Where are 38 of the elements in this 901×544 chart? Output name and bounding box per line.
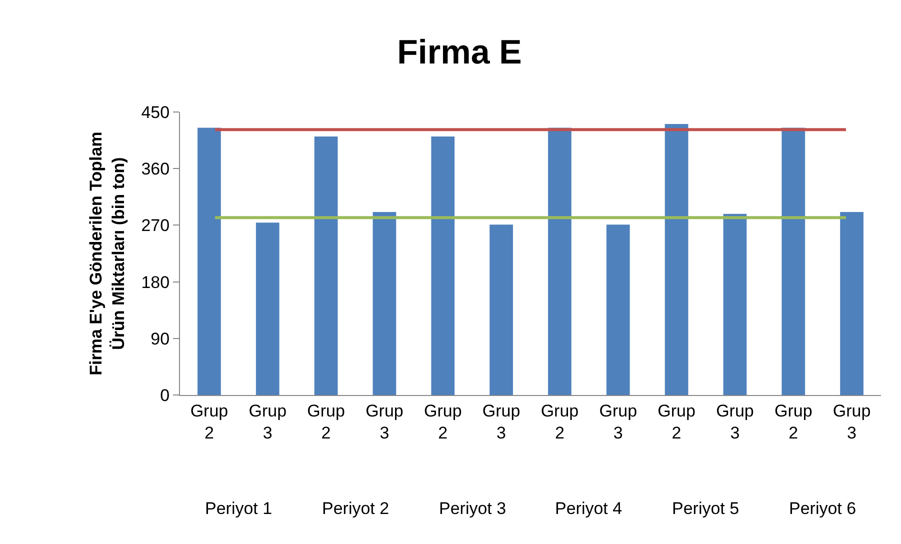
x-tick-label: Grup 3 [482, 401, 520, 442]
x-tick-label: Grup 2 [540, 401, 579, 442]
x-tick-label: Grup 3 [248, 401, 287, 442]
bar [372, 212, 396, 395]
y-tick-label: 0 [160, 386, 170, 405]
y-tick-label: 360 [141, 160, 170, 179]
x-tick-label: Grup 2 [774, 401, 812, 442]
x-tick-label: Grup 2 [424, 401, 462, 442]
bar [198, 128, 221, 395]
chart-title: Firma E [397, 34, 522, 72]
x-tick-label: Grup 2 [658, 401, 696, 442]
text: Periyot 5 [672, 499, 740, 518]
y-tick-label: 180 [141, 272, 170, 292]
bar [256, 222, 280, 395]
bar [548, 128, 572, 395]
y-axis-title: Firma E'ye Gönderilen Toplam Ürün Miktarları (bin ton) [86, 132, 128, 376]
x-tick-label: Grup 3 [716, 401, 754, 442]
y-tick-label: 90 [150, 329, 170, 348]
bar [490, 224, 513, 395]
bar [723, 214, 747, 395]
text: Periyot 3 [439, 499, 506, 518]
x-tick-label: Grup 2 [307, 401, 345, 442]
x-tick-label: Grup 3 [832, 401, 871, 442]
bar [840, 212, 864, 395]
bar [314, 136, 338, 395]
bar [606, 224, 630, 395]
x-tick-label: Grup 3 [366, 401, 404, 442]
y-tick-label: 270 [141, 216, 170, 236]
text: Periyot 4 [555, 499, 622, 518]
text: Periyot 6 [789, 499, 856, 518]
text: Periyot 1 [205, 499, 272, 518]
x-tick-label: Grup 2 [190, 401, 228, 442]
text: Periyot 2 [322, 499, 390, 518]
y-tick-label: 450 [141, 102, 170, 122]
bar [431, 136, 455, 395]
bar [664, 124, 688, 395]
bar [782, 128, 806, 395]
x-tick-label: Grup 3 [599, 401, 638, 442]
